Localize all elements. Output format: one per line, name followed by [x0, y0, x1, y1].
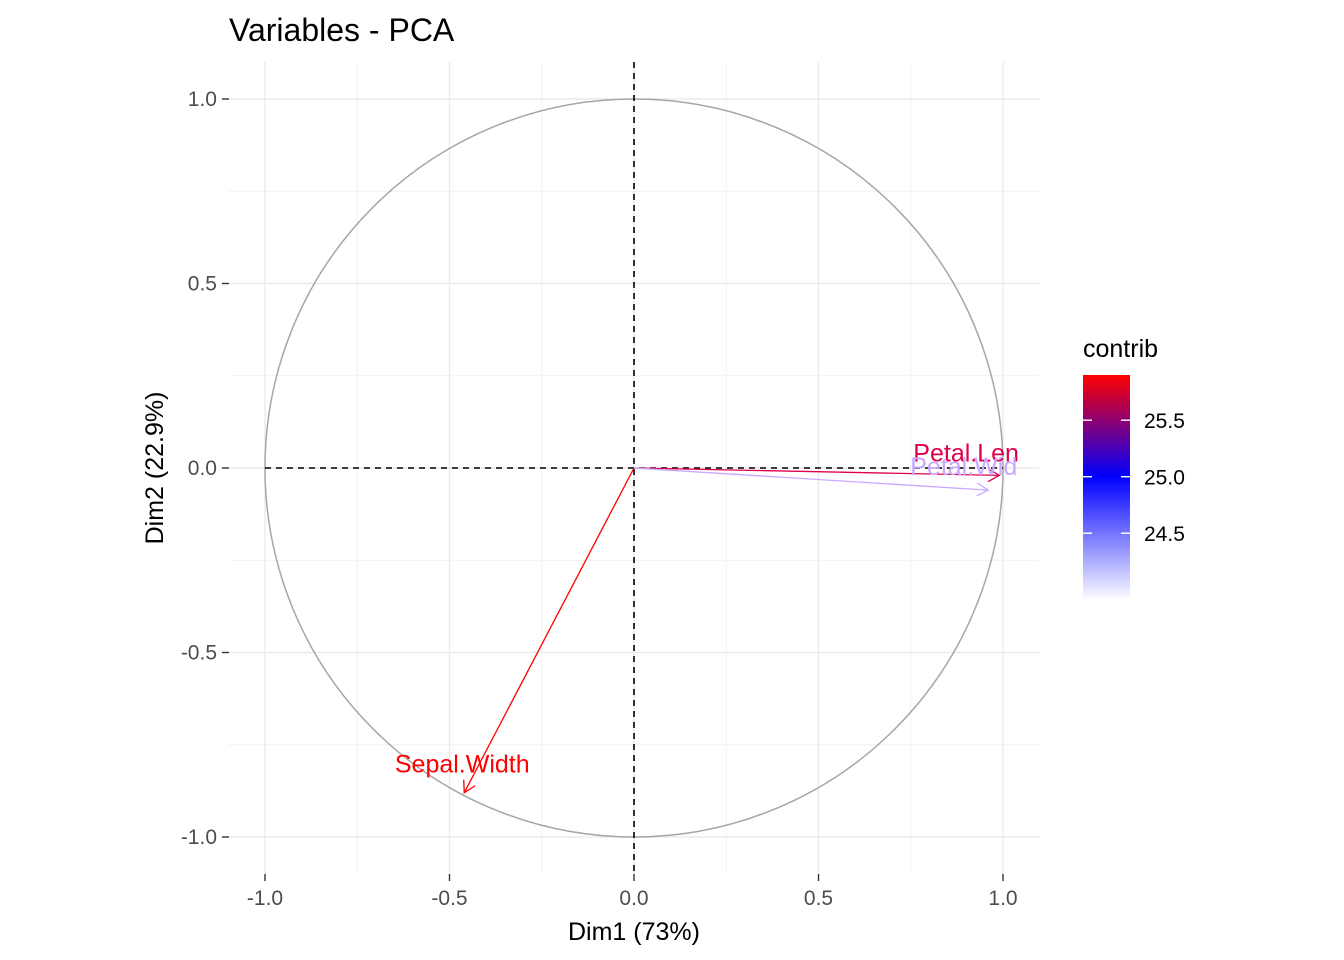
- chart-title: Variables - PCA: [229, 12, 455, 48]
- legend-tick-label: 24.5: [1144, 523, 1185, 546]
- arrow-shaft: [633, 467, 1000, 477]
- variable-arrow: [633, 467, 1001, 483]
- variable-arrows: [463, 467, 1001, 794]
- variable-label: Sepal.Width: [395, 751, 530, 779]
- contrib-legend: contrib 25.5 25.0 24.5: [1083, 335, 1185, 601]
- y-tick-label: 0.0: [188, 457, 217, 480]
- y-tick-label: 1.0: [188, 88, 217, 111]
- legend-tick-label: 25.0: [1144, 467, 1185, 490]
- legend-ticks: 25.5 25.0 24.5: [1083, 410, 1185, 546]
- x-axis: -1.0 -0.5 0.0 0.5 1.0: [247, 874, 1018, 910]
- x-axis-title: Dim1 (73%): [568, 918, 700, 946]
- arrow-head: [987, 468, 1001, 483]
- y-axis: 1.0 0.5 0.0 -0.5 -1.0: [181, 88, 229, 849]
- x-tick-label: -0.5: [431, 887, 467, 910]
- arrow-shaft: [463, 467, 635, 794]
- x-tick-label: 1.0: [988, 887, 1017, 910]
- legend-tick-label: 25.5: [1144, 410, 1185, 433]
- y-tick-label: -1.0: [181, 826, 217, 849]
- variable-arrow: [463, 467, 635, 794]
- x-tick-label: 0.5: [804, 887, 833, 910]
- variable-label: Petal.Len: [913, 439, 1019, 467]
- y-tick-label: 0.5: [188, 273, 217, 296]
- legend-title: contrib: [1083, 335, 1158, 363]
- legend-colorbar: [1083, 375, 1130, 601]
- variable-label: Petal.Wid: [910, 453, 1017, 481]
- y-axis-title: Dim2 (22.9%): [141, 392, 169, 545]
- x-tick-label: 0.0: [619, 887, 648, 910]
- x-tick-label: -1.0: [247, 887, 283, 910]
- arrow-shaft: [633, 467, 989, 491]
- arrow-head: [463, 779, 476, 794]
- variable-arrow: [633, 467, 990, 497]
- y-tick-label: -0.5: [181, 642, 217, 665]
- arrow-head: [976, 482, 990, 497]
